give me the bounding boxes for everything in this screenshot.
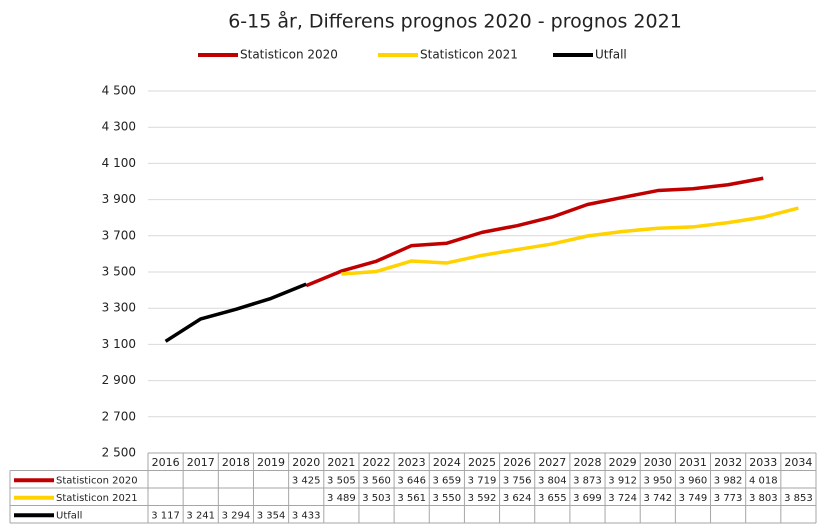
series-line (164, 282, 307, 343)
y-tick-label: 4 500 (102, 84, 136, 98)
table-cell: 3 804 (538, 475, 567, 486)
table-cell: 3 489 (327, 493, 356, 504)
x-tick-label: 2022 (363, 456, 391, 469)
table-cell: 3 803 (749, 493, 778, 504)
table-row-label: Statisticon 2020 (56, 475, 138, 486)
table-cell: 3 655 (538, 493, 567, 504)
table-cell: 4 018 (749, 475, 778, 486)
x-tick-label: 2023 (398, 456, 426, 469)
table-cell: 3 873 (573, 475, 602, 486)
table-cell: 3 550 (433, 493, 462, 504)
series-line (341, 206, 799, 276)
y-tick-label: 2 700 (102, 409, 136, 423)
y-tick-label: 3 300 (102, 301, 136, 315)
x-tick-label: 2031 (679, 456, 707, 469)
x-tick-label: 2033 (749, 456, 777, 469)
table-cell: 3 749 (679, 493, 708, 504)
table-cell: 3 982 (714, 475, 743, 486)
table-cell: 3 505 (327, 475, 356, 486)
x-tick-label: 2030 (644, 456, 672, 469)
table-cell: 3 241 (186, 510, 215, 521)
table-cell: 3 912 (608, 475, 637, 486)
x-tick-label: 2028 (573, 456, 601, 469)
x-tick-label: 2018 (222, 456, 250, 469)
table-cell: 3 950 (643, 475, 672, 486)
y-tick-label: 2 500 (102, 446, 136, 460)
y-tick-label: 3 100 (102, 337, 136, 351)
table-cell: 3 773 (714, 493, 743, 504)
series-line (305, 176, 764, 288)
x-tick-label: 2019 (257, 456, 285, 469)
table-cell: 3 659 (433, 475, 462, 486)
y-tick-label: 3 700 (102, 228, 136, 242)
table-cell: 3 624 (503, 493, 532, 504)
table-cell: 3 561 (397, 493, 426, 504)
table-cell: 3 742 (643, 493, 672, 504)
table-cell: 3 719 (468, 475, 497, 486)
table-cell: 3 699 (573, 493, 602, 504)
x-tick-label: 2029 (609, 456, 637, 469)
x-tick-label: 2017 (187, 456, 215, 469)
table-cell: 3 592 (468, 493, 497, 504)
table-row-label: Utfall (56, 510, 82, 521)
table-cell: 3 724 (608, 493, 637, 504)
x-tick-label: 2021 (327, 456, 355, 469)
x-tick-label: 2026 (503, 456, 531, 469)
y-tick-label: 3 500 (102, 265, 136, 279)
table-cell: 3 294 (222, 510, 251, 521)
legend-label: Statisticon 2020 (240, 48, 338, 62)
table-cell: 3 425 (292, 475, 321, 486)
table-cell: 3 433 (292, 510, 321, 521)
table-cell: 3 354 (257, 510, 286, 521)
legend-label: Statisticon 2021 (420, 48, 518, 62)
table-cell: 3 117 (151, 510, 180, 521)
y-tick-label: 4 100 (102, 156, 136, 170)
legend-label: Utfall (595, 48, 627, 62)
chart-title: 6-15 år, Differens prognos 2020 - progno… (228, 10, 682, 33)
x-tick-label: 2027 (538, 456, 566, 469)
x-tick-label: 2034 (784, 456, 812, 469)
table-cell: 3 560 (362, 475, 391, 486)
x-tick-label: 2032 (714, 456, 742, 469)
table-cell: 3 853 (784, 493, 813, 504)
table-cell: 3 960 (679, 475, 708, 486)
x-tick-label: 2025 (468, 456, 496, 469)
y-tick-label: 3 900 (102, 192, 136, 206)
x-tick-label: 2020 (292, 456, 320, 469)
y-tick-label: 4 300 (102, 120, 136, 134)
table-cell: 3 756 (503, 475, 532, 486)
table-row-label: Statisticon 2021 (56, 493, 138, 504)
table-cell: 3 646 (397, 475, 426, 486)
y-tick-label: 2 900 (102, 373, 136, 387)
table-cell: 3 503 (362, 493, 391, 504)
x-tick-label: 2016 (152, 456, 180, 469)
x-tick-label: 2024 (433, 456, 461, 469)
